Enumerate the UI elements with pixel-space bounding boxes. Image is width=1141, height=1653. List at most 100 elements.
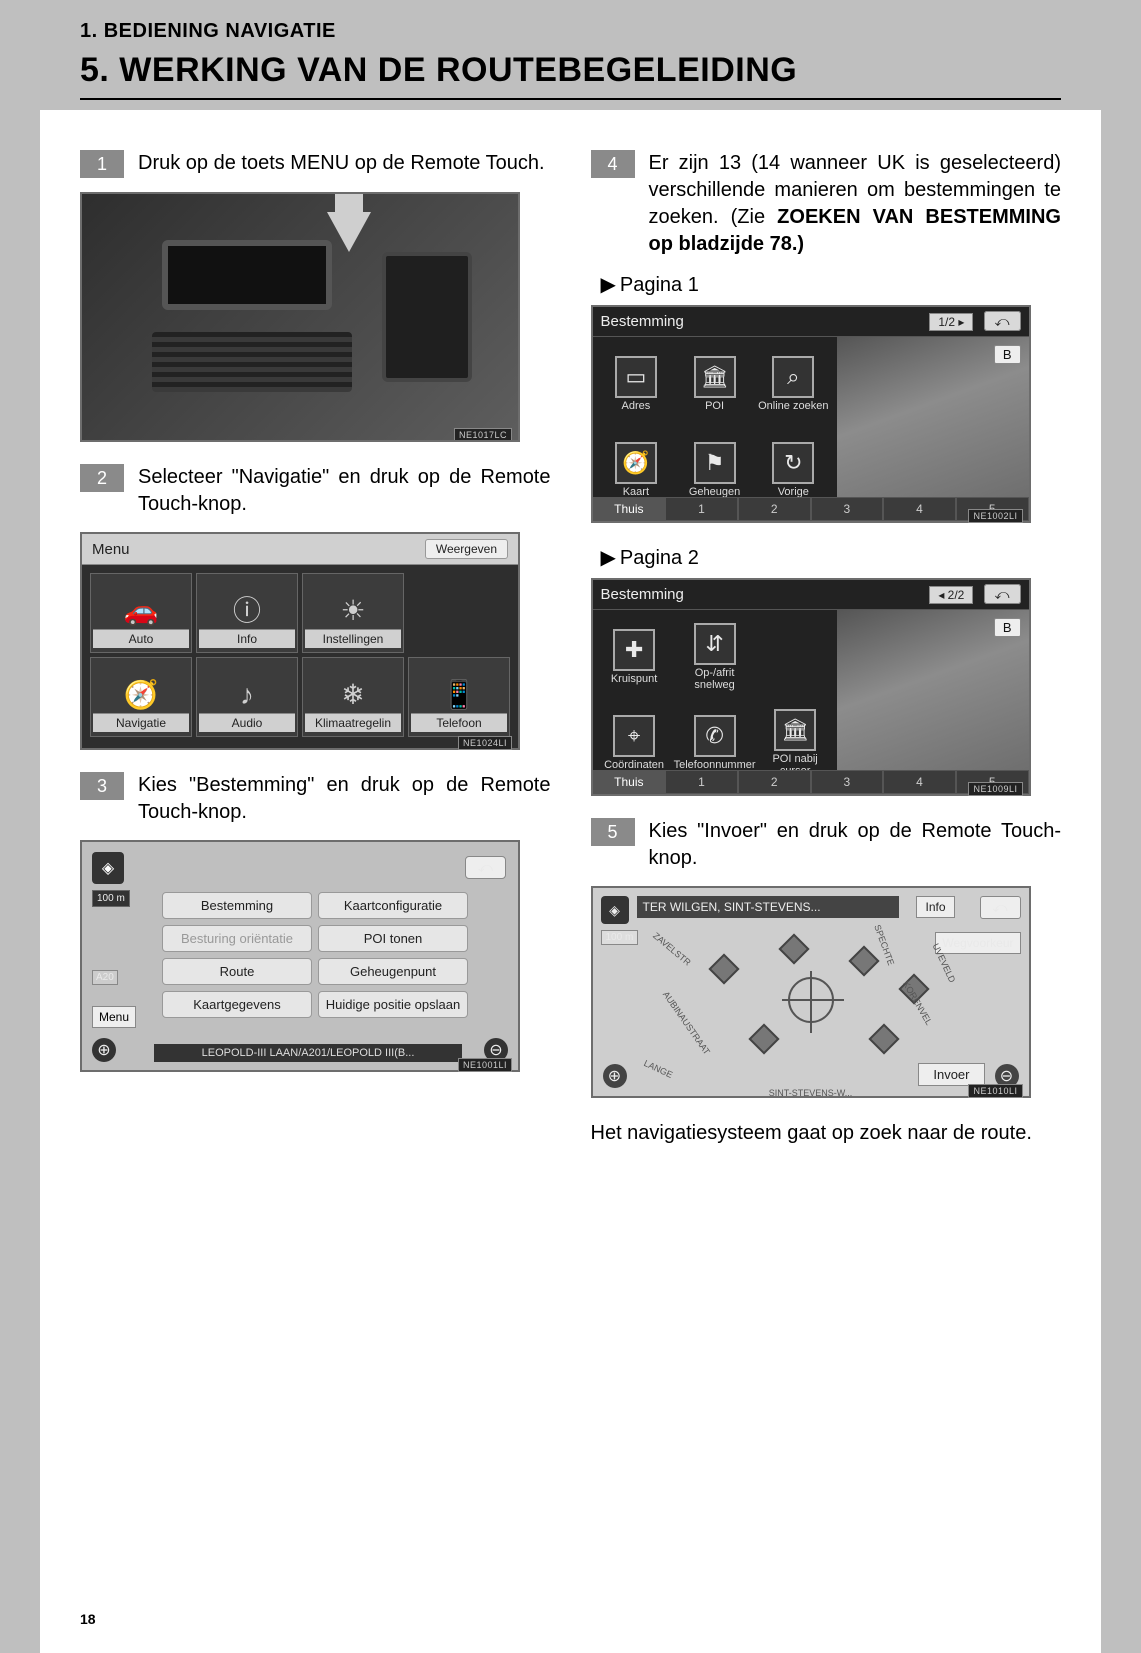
btn-poi-tonen[interactable]: POI tonen xyxy=(318,925,468,952)
dest-title: Bestemming xyxy=(601,313,684,330)
header-band: 1. BEDIENING NAVIGATIE 5. WERKING VAN DE… xyxy=(40,0,1101,110)
road-name: ZAVELSTR xyxy=(651,930,693,967)
page-indicator[interactable]: ◂ 2/2 xyxy=(929,586,973,604)
step-text: Kies "Invoer" en druk op de Remote Touch… xyxy=(649,818,1062,872)
menu-cell-auto[interactable]: 🚗Auto xyxy=(90,573,192,653)
menu-cell-klimaat[interactable]: ❄Klimaatregelin xyxy=(302,657,404,737)
country-button[interactable]: B xyxy=(994,345,1021,364)
address-icon: ▭ xyxy=(615,356,657,398)
preset-2[interactable]: 2 xyxy=(738,770,811,794)
triangle-icon: ▶ xyxy=(601,545,616,570)
poi-cursor-icon: 🏛 xyxy=(774,709,816,751)
arrow-down-icon xyxy=(327,212,371,252)
back-button[interactable]: ⤺ xyxy=(465,856,506,879)
btn-geheugenpunt[interactable]: Geheugenpunt xyxy=(318,958,468,985)
screenshot-bestemming-2: Bestemming ◂ 2/2 ⤺ ✚ Kruispunt ⇵Op-/afrit… xyxy=(591,578,1031,796)
flag-icon: ⚑ xyxy=(694,442,736,484)
dest-title: Bestemming xyxy=(601,586,684,603)
wegvoorkeur-button[interactable]: Wegvoorkeur xyxy=(935,932,1020,954)
map-poi-icon xyxy=(708,953,739,984)
preset-3[interactable]: 3 xyxy=(811,770,884,794)
dest-titlebar: Bestemming 1/2 ▸ ⤺ xyxy=(593,307,1029,337)
dest-adres[interactable]: ▭Adres xyxy=(599,343,674,425)
phone-icon: ✆ xyxy=(694,715,736,757)
trailing-text: Het navigatiesysteem gaat op zoek naar d… xyxy=(591,1120,1062,1147)
step-text: Er zijn 13 (14 wanneer UK is geselecteer… xyxy=(649,150,1062,258)
figure-id: NE1002LI xyxy=(968,509,1022,523)
btn-positie-opslaan[interactable]: Huidige positie opslaan xyxy=(318,991,468,1018)
music-icon: ♪ xyxy=(240,681,254,709)
preset-1[interactable]: 1 xyxy=(665,770,738,794)
btn-bestemming[interactable]: Bestemming xyxy=(162,892,312,919)
europe-map: B xyxy=(837,337,1029,517)
phone-icon: 📱 xyxy=(442,681,477,709)
back-button[interactable]: ⤺ xyxy=(980,896,1021,919)
manual-page: 1. BEDIENING NAVIGATIE 5. WERKING VAN DE… xyxy=(40,0,1101,1653)
search-icon: ⌕ xyxy=(772,356,814,398)
zoom-in-button[interactable]: ⊕ xyxy=(603,1064,627,1088)
step-badge: 3 xyxy=(80,772,124,800)
title-rule xyxy=(80,98,1061,100)
screenshot-map-invoer: ◈ 100 m TER WILGEN, SINT-STEVENS... Info… xyxy=(591,886,1031,1098)
back-button[interactable]: ⤺ xyxy=(984,311,1021,331)
dest-online[interactable]: ⌕Online zoeken xyxy=(756,343,831,425)
preset-2[interactable]: 2 xyxy=(738,497,811,521)
preset-1[interactable]: 1 xyxy=(665,497,738,521)
btn-orientatie[interactable]: Besturing oriëntatie xyxy=(162,925,312,952)
menu-cell-telefoon[interactable]: 📱 Telefoon xyxy=(408,657,510,737)
current-road-label: LEOPOLD-III LAAN/A201/LEOPOLD III(B... xyxy=(154,1044,462,1062)
map-reticle-icon xyxy=(788,977,834,1023)
menu-grid: 🚗Auto ⓘInfo ☀ Instellingen 🧭Navigatie ♪ Au… xyxy=(82,565,518,745)
country-button[interactable]: B xyxy=(994,618,1021,637)
sub-pagina-1: ▶Pagina 1 xyxy=(601,272,1062,297)
map-poi-icon xyxy=(848,945,879,976)
preset-thuis[interactable]: Thuis xyxy=(593,497,666,521)
invoer-button[interactable]: Invoer xyxy=(918,1063,984,1086)
nav-button-grid: Bestemming Kaartconfiguratie Besturing o… xyxy=(162,892,468,1018)
weergeven-button[interactable]: Weergeven xyxy=(425,539,508,559)
preset-4[interactable]: 4 xyxy=(883,497,956,521)
menu-cell-navigatie[interactable]: 🧭Navigatie xyxy=(90,657,192,737)
figure-id: NE1001LI xyxy=(458,1058,512,1072)
info-button[interactable]: Info xyxy=(916,896,954,918)
menu-button[interactable]: Menu xyxy=(92,1006,136,1028)
page-indicator[interactable]: 1/2 ▸ xyxy=(929,313,973,331)
map-poi-icon xyxy=(868,1023,899,1054)
back-button[interactable]: ⤺ xyxy=(984,584,1021,604)
section-label: 1. BEDIENING NAVIGATIE xyxy=(80,20,1061,43)
preset-thuis[interactable]: Thuis xyxy=(593,770,666,794)
btn-kaartgegevens[interactable]: Kaartgegevens xyxy=(162,991,312,1018)
cell-label: Kruispunt xyxy=(611,673,657,685)
compass-icon[interactable]: ◈ xyxy=(92,852,124,884)
menu-cell-audio[interactable]: ♪ Audio xyxy=(196,657,298,737)
poi-icon: 🏛 xyxy=(694,356,736,398)
zoom-in-button[interactable]: ⊕ xyxy=(92,1038,116,1062)
menu-cell-info[interactable]: ⓘInfo xyxy=(196,573,298,653)
btn-route[interactable]: Route xyxy=(162,958,312,985)
dest-kruispunt[interactable]: ✚ Kruispunt xyxy=(599,616,670,698)
cross-icon: ✚ xyxy=(613,629,655,671)
page-title: 5. WERKING VAN DE ROUTEBEGELEIDING xyxy=(80,51,1061,90)
gear-icon: ☀ xyxy=(340,597,365,625)
menu-cell-settings[interactable]: ☀ Instellingen xyxy=(302,573,404,653)
btn-kaartconfig[interactable]: Kaartconfiguratie xyxy=(318,892,468,919)
dest-afrit[interactable]: ⇵Op-/afrit snelweg xyxy=(674,616,756,698)
step-5: 5 Kies "Invoer" en druk op de Remote Tou… xyxy=(591,818,1062,872)
road-name: AUBINAUSTRAAT xyxy=(660,989,711,1056)
dest-body: ▭Adres 🏛POI ⌕Online zoeken 🧭Kaart ⚑Geheu… xyxy=(593,337,1029,517)
preset-3[interactable]: 3 xyxy=(811,497,884,521)
car-icon: 🚗 xyxy=(124,597,159,625)
right-column: 4 Er zijn 13 (14 wanneer UK is geselecte… xyxy=(591,150,1062,1147)
step-badge: 5 xyxy=(591,818,635,846)
step-text: Kies "Bestemming" en druk op de Remote T… xyxy=(138,772,551,826)
dest-poi[interactable]: 🏛POI xyxy=(677,343,752,425)
europe-map: B xyxy=(837,610,1029,790)
cell-label: Telefoon xyxy=(411,713,507,732)
cell-label: Instellingen xyxy=(305,629,401,648)
preset-4[interactable]: 4 xyxy=(883,770,956,794)
screenshot-bestemming-1: Bestemming 1/2 ▸ ⤺ ▭Adres 🏛POI ⌕Online z… xyxy=(591,305,1031,523)
cell-label: Audio xyxy=(199,713,295,732)
cell-label: Op-/afrit snelweg xyxy=(674,667,756,691)
compass-icon[interactable]: ◈ xyxy=(601,896,629,924)
dash-vents xyxy=(152,332,352,392)
